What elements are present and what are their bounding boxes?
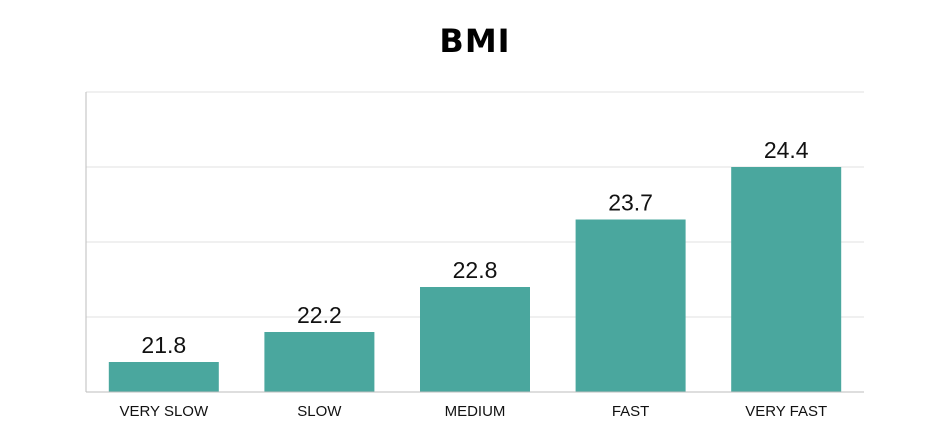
x-tick-label: VERY FAST	[745, 403, 827, 420]
chart-title: BMI	[439, 22, 511, 60]
bar	[264, 332, 375, 392]
bar	[420, 287, 530, 392]
x-tick-label: SLOW	[297, 403, 342, 420]
bar	[575, 219, 686, 392]
x-tick-label: MEDIUM	[445, 403, 506, 420]
bar	[108, 362, 219, 392]
bar	[731, 167, 842, 392]
x-tick-label: FAST	[612, 403, 650, 420]
data-label: 24.4	[764, 137, 809, 163]
data-label: 22.8	[453, 257, 498, 283]
data-label: 22.2	[297, 302, 342, 328]
x-tick-label: VERY SLOW	[119, 403, 208, 420]
data-label: 23.7	[608, 190, 653, 216]
data-label: 21.8	[141, 332, 186, 358]
